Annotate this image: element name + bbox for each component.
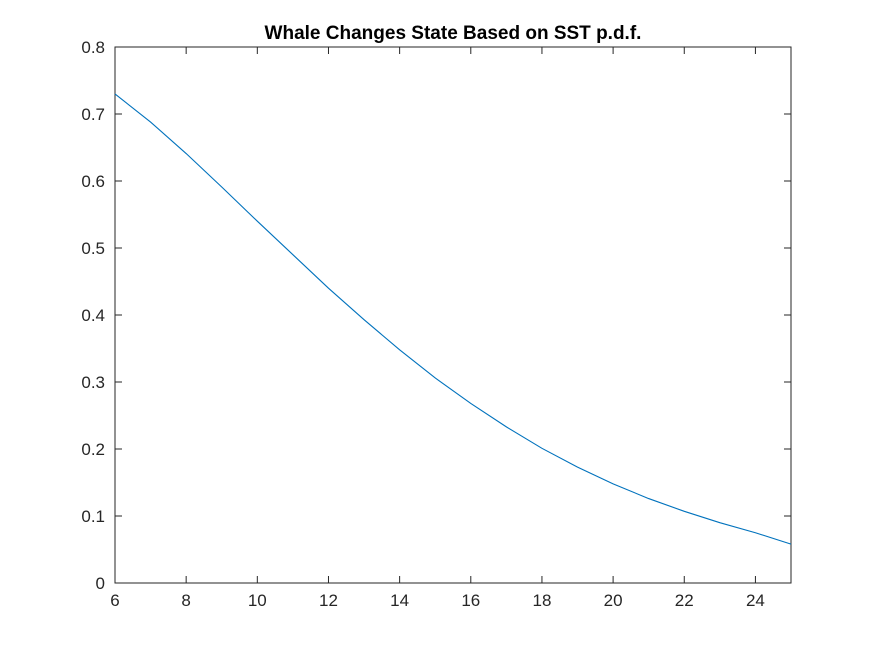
x-tick-label: 10 — [248, 591, 267, 610]
y-tick-label: 0.6 — [81, 172, 105, 191]
x-tick-label: 6 — [110, 591, 119, 610]
chart-title: Whale Changes State Based on SST p.d.f. — [265, 23, 642, 44]
y-tick-label: 0.5 — [81, 239, 105, 258]
series-line — [114, 93, 792, 545]
y-tick-label: 0.1 — [81, 507, 105, 526]
plot-area: 6 8 10 12 14 16 18 20 22 24 0 0.1 0.2 0.3 0.4 0.5 0.6 0.7… — [81, 38, 792, 610]
x-tick-label: 20 — [604, 591, 623, 610]
x-tick-label: 8 — [181, 591, 190, 610]
y-tick-label: 0.4 — [81, 306, 105, 325]
x-tick-label: 22 — [675, 591, 694, 610]
y-tick-label: 0.8 — [81, 38, 105, 57]
x-tick-label: 12 — [319, 591, 338, 610]
x-tick-label: 16 — [461, 591, 480, 610]
y-tick-label: 0.3 — [81, 373, 105, 392]
axes-box — [114, 46, 792, 584]
x-tick-label: 18 — [532, 591, 551, 610]
y-tick-label: 0.7 — [81, 105, 105, 124]
x-tick-label: 14 — [390, 591, 409, 610]
y-tick-label: 0 — [96, 574, 105, 593]
y-tick-label: 0.2 — [81, 440, 105, 459]
x-tick-label: 24 — [746, 591, 765, 610]
